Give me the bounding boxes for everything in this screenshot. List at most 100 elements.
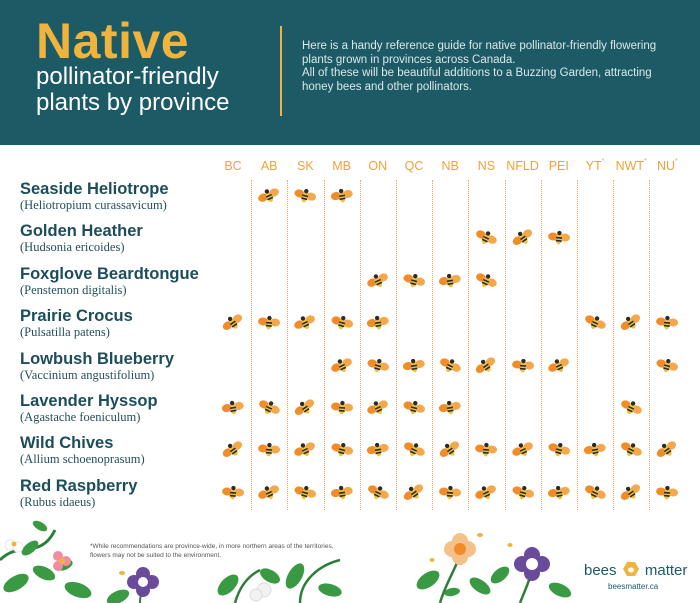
column-guide bbox=[649, 180, 651, 510]
bee-icon bbox=[439, 441, 461, 459]
bee-icon bbox=[330, 399, 353, 417]
bee-icon bbox=[512, 484, 534, 502]
column-header-label: NFLD bbox=[506, 159, 539, 173]
bee-icon bbox=[403, 441, 425, 459]
column-header-mark: * bbox=[644, 158, 647, 165]
column-header-label: NS bbox=[477, 159, 496, 173]
column-header-on: ON bbox=[358, 159, 398, 173]
description-line-2: All of these will be beautiful additions… bbox=[302, 67, 652, 93]
bee-icon bbox=[258, 441, 281, 459]
bee-icon bbox=[584, 484, 606, 502]
bee-icon bbox=[475, 484, 497, 502]
flower-icon bbox=[490, 547, 572, 603]
bee-icon bbox=[439, 272, 461, 290]
bee-icon bbox=[331, 314, 353, 332]
bee-icon bbox=[548, 357, 570, 375]
bee-icon bbox=[584, 314, 606, 332]
plant-name: Lavender Hyssop bbox=[20, 392, 158, 410]
header-divider bbox=[280, 26, 282, 116]
bee-icon bbox=[367, 399, 389, 417]
column-guide bbox=[613, 180, 615, 510]
bee-icon bbox=[367, 272, 389, 290]
description-line-1: Here is a handy reference guide for nati… bbox=[302, 40, 657, 66]
column-guide bbox=[576, 180, 578, 510]
column-guide bbox=[504, 180, 506, 510]
bee-icon bbox=[402, 357, 425, 375]
bee-icon bbox=[439, 357, 461, 375]
bee-icon bbox=[656, 314, 679, 332]
bee-icon bbox=[366, 441, 389, 459]
column-header-label: QC bbox=[404, 159, 424, 173]
leaf-icon bbox=[285, 558, 342, 603]
bee-icon bbox=[511, 441, 534, 459]
plant-scientific-name: (Penstemon digitalis) bbox=[20, 282, 127, 297]
bee-icon bbox=[294, 187, 317, 205]
plant-name: Golden Heather bbox=[20, 222, 143, 241]
column-guide bbox=[287, 180, 289, 510]
bee-icon bbox=[294, 484, 317, 502]
bee-icon bbox=[439, 399, 461, 417]
flower-icon bbox=[416, 533, 491, 603]
plant-name: Wild Chives bbox=[20, 434, 114, 453]
column-header-mb: MB bbox=[322, 159, 362, 173]
column-guide bbox=[323, 180, 325, 510]
plant-scientific-name: (Pulsatilla patens) bbox=[20, 325, 110, 340]
plant-scientific-name: (Hudsonia ericoides) bbox=[20, 240, 125, 255]
column-header-ns: NS bbox=[466, 159, 506, 173]
plant-name: Prairie Crocus bbox=[20, 307, 133, 326]
column-header-label: AB bbox=[260, 159, 278, 173]
bee-icon bbox=[620, 399, 642, 417]
column-header-nb: NB bbox=[430, 159, 470, 173]
column-header-ab: AB bbox=[249, 159, 289, 173]
bee-icon bbox=[403, 484, 425, 502]
bee-icon bbox=[403, 399, 425, 417]
brand-logo[interactable]: bees matter bbox=[584, 562, 687, 580]
column-header-qc: QC bbox=[394, 159, 434, 173]
column-header-yt: YT* bbox=[575, 158, 615, 173]
column-header-label: MB bbox=[332, 159, 351, 173]
column-header-nu: NU* bbox=[647, 158, 687, 173]
plant-name: Foxglove Beardtongue bbox=[20, 264, 199, 283]
brand-text-left: bees bbox=[584, 562, 617, 579]
flower-icon bbox=[4, 539, 71, 571]
bee-icon bbox=[294, 441, 316, 459]
bee-icon bbox=[330, 484, 353, 502]
column-header-nfld: NFLD bbox=[503, 159, 543, 173]
bee-icon bbox=[547, 229, 570, 247]
bee-icon bbox=[294, 399, 316, 417]
bee-icon bbox=[583, 441, 606, 459]
bee-icon bbox=[366, 314, 389, 332]
column-header-bc: BC bbox=[213, 159, 253, 173]
plant-scientific-name: (Rubus idaeus) bbox=[20, 494, 96, 509]
plant-scientific-name: (Allium schoenoprasum) bbox=[20, 452, 145, 467]
column-guide bbox=[395, 180, 397, 510]
bee-icon bbox=[620, 314, 642, 332]
bee-icon bbox=[367, 484, 389, 502]
plant-name: Seaside Heliotrope bbox=[20, 180, 169, 198]
bee-icon bbox=[330, 187, 353, 205]
column-guide bbox=[359, 180, 361, 510]
bee-icon bbox=[258, 187, 280, 205]
column-header-sk: SK bbox=[285, 159, 325, 173]
page-subtitle: pollinator-friendly plants by province bbox=[36, 63, 230, 116]
plant-name: Lowbush Blueberry bbox=[20, 349, 175, 368]
bee-icon bbox=[222, 314, 244, 332]
bee-icon bbox=[403, 272, 425, 290]
leaf-icon bbox=[0, 520, 92, 599]
bee-icon bbox=[548, 441, 570, 459]
bee-icon bbox=[547, 484, 570, 502]
brand-url[interactable]: beesmatter.ca bbox=[608, 582, 659, 591]
bee-icon bbox=[331, 441, 353, 459]
bee-icon bbox=[439, 484, 462, 502]
column-header-label: ON bbox=[368, 159, 388, 173]
page-title: Native bbox=[36, 13, 190, 69]
flower-icon bbox=[106, 567, 159, 603]
bee-icon bbox=[475, 272, 498, 290]
column-header-mark: * bbox=[601, 158, 605, 165]
column-header-label: NWT bbox=[615, 159, 645, 173]
bee-icon bbox=[620, 484, 642, 502]
bee-icon bbox=[258, 399, 280, 417]
bee-icon bbox=[367, 357, 389, 375]
column-header-nwt: NWT* bbox=[611, 158, 651, 173]
